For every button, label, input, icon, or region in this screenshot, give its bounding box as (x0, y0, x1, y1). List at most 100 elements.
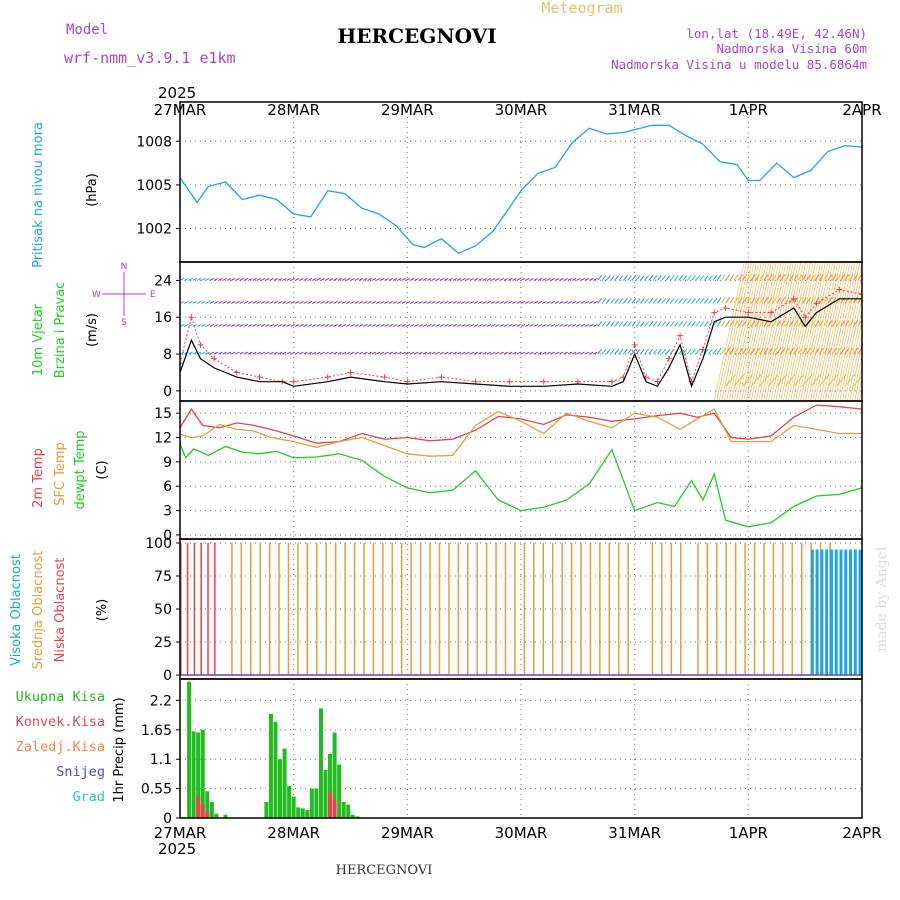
wind-barb (461, 351, 466, 355)
wind-barb (478, 300, 483, 304)
cloud-bar (523, 542, 526, 676)
wind-barb (503, 300, 509, 304)
wind-barb (699, 321, 705, 327)
cloud-bar (680, 542, 682, 676)
cloud-bar (250, 542, 252, 676)
wind-hatch (765, 262, 797, 401)
wind-barb (657, 275, 662, 281)
y-tick-label: 16 (154, 310, 172, 326)
cloud-bar (829, 549, 833, 676)
wind-barb (243, 351, 249, 355)
wind-barb (422, 351, 428, 355)
wind-barb (435, 277, 440, 281)
cloud-bar (363, 542, 365, 676)
wind-barb (473, 277, 479, 281)
wind-barb (495, 277, 500, 281)
cloud-bar (697, 542, 699, 676)
wind-hatch (819, 262, 851, 401)
gust-point (540, 378, 547, 385)
gust-point (188, 314, 195, 321)
cloud-bar (325, 542, 327, 676)
wind-barb (243, 323, 249, 327)
wind-barb (388, 351, 394, 355)
wind-barb (652, 348, 658, 355)
cloud-bar (825, 549, 829, 676)
precip-bar (196, 732, 201, 818)
wind-unit: (m/s) (85, 313, 100, 347)
wind-barb (763, 274, 769, 281)
time-label-top: 1APR (729, 101, 768, 119)
wind-barb (469, 351, 475, 355)
wind-barb (444, 300, 449, 304)
wind-barb (456, 323, 462, 327)
wind-barb (375, 277, 381, 281)
wind-barb (686, 298, 692, 304)
cloud-bar (661, 542, 663, 676)
time-label-top: 31MAR (608, 101, 661, 119)
wind-barb (422, 277, 428, 281)
wind-barb (414, 300, 419, 304)
wind-barb (610, 321, 615, 327)
wind-barb (363, 351, 368, 355)
wind-barb (716, 347, 722, 355)
wind-barb (324, 300, 330, 304)
wind-barb (691, 321, 696, 327)
cloud-ylabel: Visoka Oblacnost Srednja Oblacnost Niska… (9, 551, 110, 670)
wind-barb (384, 351, 389, 355)
wind-barb (657, 298, 662, 304)
wind-barb (533, 300, 539, 304)
gust-point (506, 378, 513, 385)
wind-barb (567, 323, 573, 327)
precip-bar (278, 759, 283, 818)
cloud-bar (782, 542, 784, 676)
wind-barb (661, 275, 667, 281)
wind-barb (337, 277, 342, 281)
precip-bar (191, 731, 196, 818)
model-elevation-info: Nadmorska Visina u modelu 85.6864m (611, 57, 867, 72)
wind-barb (452, 277, 458, 281)
wind-barb (392, 300, 398, 304)
cloud-bar (617, 542, 620, 676)
cloud-bar (753, 542, 756, 676)
gust-point (197, 341, 204, 348)
wind-barb (593, 277, 598, 281)
wind-barb (759, 373, 771, 387)
wind-barb (584, 323, 590, 327)
wind-barb (397, 300, 402, 304)
precip-plot (187, 681, 360, 818)
cloud-bar (763, 542, 765, 676)
cloud-bar (391, 542, 394, 676)
wind-barb (495, 323, 500, 327)
precip-bar (332, 732, 337, 818)
series-line (180, 404, 862, 444)
precip-bar (314, 788, 319, 818)
y-tick-label: 0 (163, 384, 172, 400)
wind-barb (222, 277, 227, 281)
wind-barb (580, 277, 585, 281)
wind-barb (635, 275, 641, 281)
wind-barb (763, 297, 769, 304)
wind-barb (537, 277, 543, 281)
wind-hatch (802, 262, 834, 401)
wind-barb (584, 351, 590, 355)
wind-barb (720, 274, 726, 281)
wind-barb (507, 277, 513, 281)
wind-barb (388, 300, 394, 304)
cloud-bar (334, 542, 337, 676)
wind-barb (273, 323, 278, 327)
wind-barb (512, 351, 517, 355)
wind-barb (605, 348, 611, 355)
wind-barb (703, 275, 709, 281)
wind-barb (810, 373, 822, 387)
wind-barb (205, 323, 210, 327)
wind-barb (456, 277, 462, 281)
gust-point (859, 291, 862, 298)
wind-barb (397, 323, 402, 327)
wind-barb (652, 275, 658, 281)
wind-hatch (716, 262, 748, 401)
wind-barb (542, 277, 547, 281)
gust-point (290, 378, 297, 385)
precip-bar (205, 812, 210, 818)
legend-item: Zaledj.Kisa (16, 739, 105, 755)
temp2m-name: 2m Temp (31, 448, 46, 508)
